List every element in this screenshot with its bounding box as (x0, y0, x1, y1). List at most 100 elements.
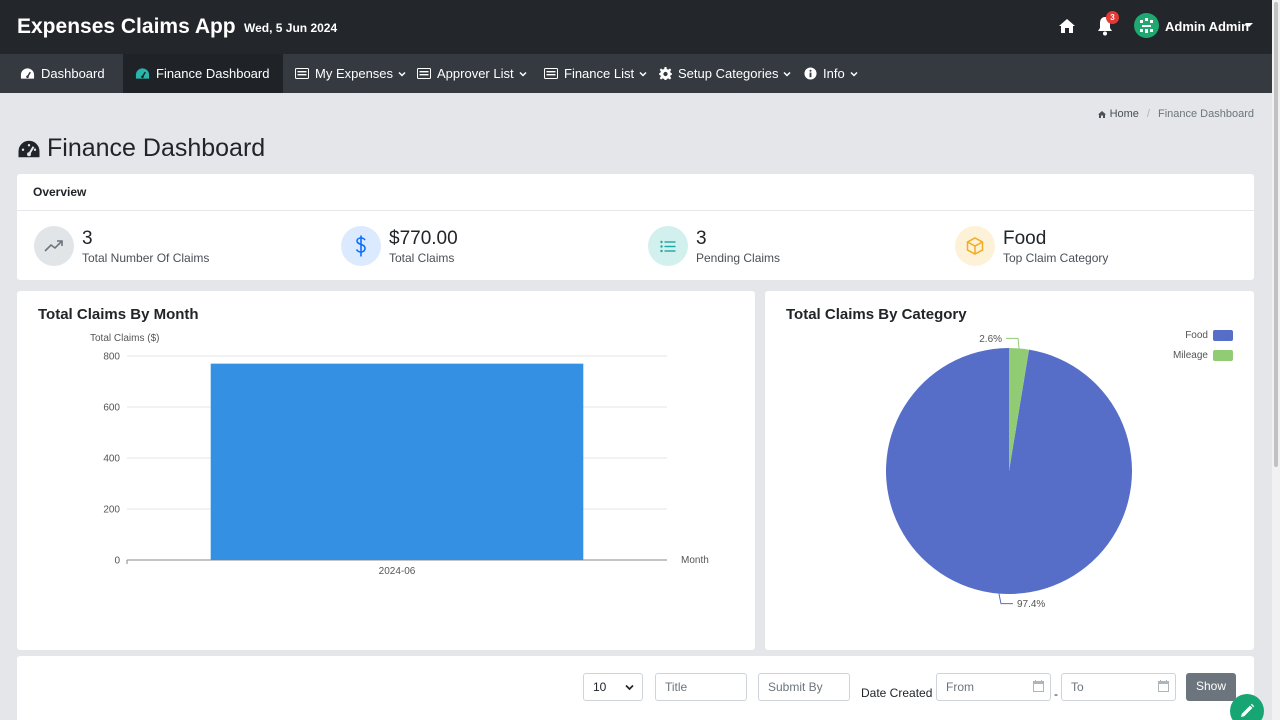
page-size-value: 10 (593, 680, 607, 694)
stat-pending-claims: 3 Pending Claims (648, 226, 780, 266)
stat-label: Total Claims (389, 250, 455, 265)
list-icon (648, 226, 688, 266)
claims-by-month-card: Total Claims By Month Total Claims ($) M… (17, 291, 755, 650)
stat-total-number-of-claims: 3 Total Number Of Claims (34, 226, 209, 266)
y-tick-label: 400 (103, 454, 120, 465)
pie-value-label: 2.6% (979, 334, 1002, 345)
claims-filter-card: 10 Title Submit By Date Created From - T… (17, 656, 1254, 720)
overview-heading: Overview (17, 174, 1254, 211)
bar-2024-06[interactable] (210, 363, 584, 560)
y-tick-label: 800 (103, 352, 120, 363)
date-created-label: Date Created (861, 686, 933, 700)
date-from-input[interactable]: From (936, 673, 1051, 701)
edit-fab-button[interactable] (1230, 694, 1264, 720)
dashboard-icon (18, 140, 40, 157)
box-icon (955, 226, 995, 266)
date-from-placeholder: From (946, 680, 974, 694)
user-menu[interactable]: Admin Admin (1165, 19, 1250, 34)
overview-card: Overview 3 Total Number Of Claims $770.0… (17, 174, 1254, 280)
chart-title: Total Claims By Category (786, 306, 967, 323)
stat-label: Top Claim Category (1003, 250, 1109, 265)
app-title[interactable]: Expenses Claims App (17, 15, 236, 38)
top-bar: Expenses Claims App Wed, 5 Jun 2024 3 Ad… (0, 0, 1272, 54)
info-icon (804, 67, 817, 80)
list-icon (295, 68, 309, 79)
nav-finance-dashboard[interactable]: Finance Dashboard (123, 54, 283, 93)
dashboard-icon (20, 68, 35, 79)
chevron-down-icon (398, 71, 406, 77)
nav-label: Finance Dashboard (156, 66, 270, 81)
date-range-dash: - (1054, 687, 1058, 701)
page-title-text: Finance Dashboard (47, 134, 266, 162)
list-icon (544, 68, 558, 79)
nav-label: Dashboard (41, 66, 105, 81)
stat-value: 3 (82, 227, 93, 249)
pie-slice-mileage[interactable] (1009, 348, 1030, 471)
stat-label: Total Number Of Claims (82, 250, 210, 265)
date-to-placeholder: To (1071, 680, 1084, 694)
legend-swatch[interactable] (1213, 330, 1233, 341)
page-size-select[interactable]: 10 (583, 673, 643, 701)
bar-chart: Total Claims ($) Month 0 200 400 600 800 202… (90, 333, 709, 577)
nav-info[interactable]: Info (804, 54, 858, 93)
y-tick-label: 600 (103, 403, 120, 414)
stat-value: $770.00 (389, 227, 458, 249)
y-tick-label: 200 (103, 505, 120, 516)
nav-label: My Expenses (315, 66, 394, 81)
chevron-down-icon (519, 71, 527, 77)
x-axis-label: Month (681, 555, 709, 566)
nav-dashboard[interactable]: Dashboard (0, 54, 123, 93)
chevron-down-icon (850, 71, 858, 77)
nav-setup-categories[interactable]: Setup Categories (659, 54, 791, 93)
page-title: Finance Dashboard (17, 134, 265, 163)
home-icon[interactable] (1058, 17, 1076, 35)
trend-up-icon (34, 226, 74, 266)
breadcrumb-home[interactable]: Home (1097, 108, 1139, 120)
nav-label: Finance List (564, 66, 635, 81)
main-nav: Dashboard Finance Dashboard My Expenses … (0, 54, 1272, 93)
gear-icon (659, 67, 672, 80)
breadcrumb-current: Finance Dashboard (1157, 108, 1254, 120)
title-input[interactable]: Title (655, 673, 747, 701)
label-leader-line (998, 593, 1013, 605)
nav-finance-list[interactable]: Finance List (544, 54, 647, 93)
stat-total-claims: $770.00 Total Claims (341, 226, 458, 266)
legend-label: Food (1185, 330, 1208, 341)
nav-label: Info (823, 66, 845, 81)
nav-approver-list[interactable]: Approver List (417, 54, 527, 93)
breadcrumb-separator: / (1146, 108, 1150, 120)
avatar[interactable] (1134, 13, 1159, 38)
chevron-down-icon (625, 684, 634, 691)
chevron-down-icon (783, 71, 791, 77)
home-icon (1097, 110, 1106, 118)
show-button[interactable]: Show (1186, 673, 1237, 701)
breadcrumb: Home / Finance Dashboard (1097, 108, 1254, 120)
notification-badge: 3 (1106, 11, 1119, 24)
nav-label: Setup Categories (678, 66, 779, 81)
stat-value: 3 (696, 227, 707, 249)
date-to-input[interactable]: To (1061, 673, 1176, 701)
pie-chart: 97.4% 2.6% Food Mileage (886, 330, 1233, 610)
chart-title: Total Claims By Month (38, 306, 199, 323)
legend-label: Mileage (1173, 350, 1208, 361)
chevron-down-icon (639, 71, 647, 77)
claims-by-category-card: Total Claims By Category 97.4% 2.6% Food M… (765, 291, 1254, 650)
y-axis-label: Total Claims ($) (90, 333, 159, 344)
avatar-pattern-icon (1134, 13, 1159, 38)
nav-label: Approver List (437, 66, 514, 81)
calendar-icon[interactable] (1158, 680, 1169, 692)
pie-value-label: 97.4% (1017, 599, 1045, 610)
dashboard-icon (135, 68, 150, 79)
calendar-icon[interactable] (1033, 680, 1044, 692)
y-tick-label: 0 (114, 556, 120, 567)
nav-my-expenses[interactable]: My Expenses (295, 54, 406, 93)
submit-by-input[interactable]: Submit By (758, 673, 850, 701)
list-icon (417, 68, 431, 79)
legend-swatch[interactable] (1213, 350, 1233, 361)
current-date: Wed, 5 Jun 2024 (244, 21, 338, 35)
dollar-icon (341, 226, 381, 266)
pencil-icon (1241, 703, 1255, 717)
scrollbar-thumb[interactable] (1274, 2, 1278, 467)
stat-value: Food (1003, 227, 1047, 249)
caret-down-icon[interactable] (1245, 23, 1253, 27)
